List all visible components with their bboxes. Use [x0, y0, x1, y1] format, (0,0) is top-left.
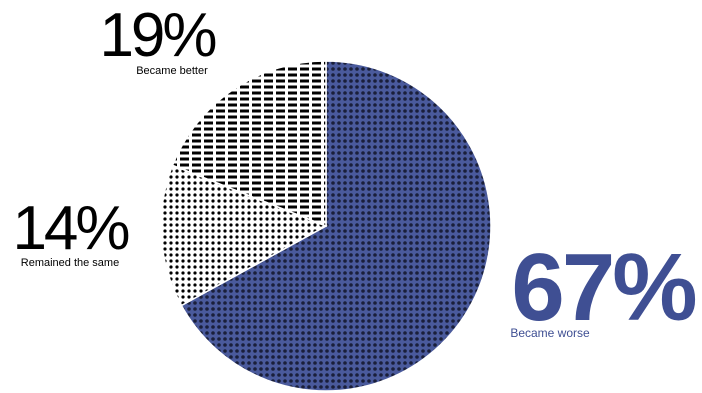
slice-value-label-became-worse: 67% [511, 234, 695, 341]
pie-slice-became-worse [180, 60, 492, 392]
pie-slices [160, 60, 492, 392]
slice-label-became-better: Became better [136, 65, 208, 77]
slice-label-became-worse: Became worse [510, 326, 590, 340]
slice-value-label-remained-the-same: 14% [12, 194, 128, 263]
pie-slice-remained-the-same [160, 164, 328, 307]
slice-label-remained-the-same: Remained the same [21, 257, 119, 269]
slice-value-label-became-better: 19% [99, 1, 215, 70]
pie-slice-became-better [171, 60, 327, 228]
